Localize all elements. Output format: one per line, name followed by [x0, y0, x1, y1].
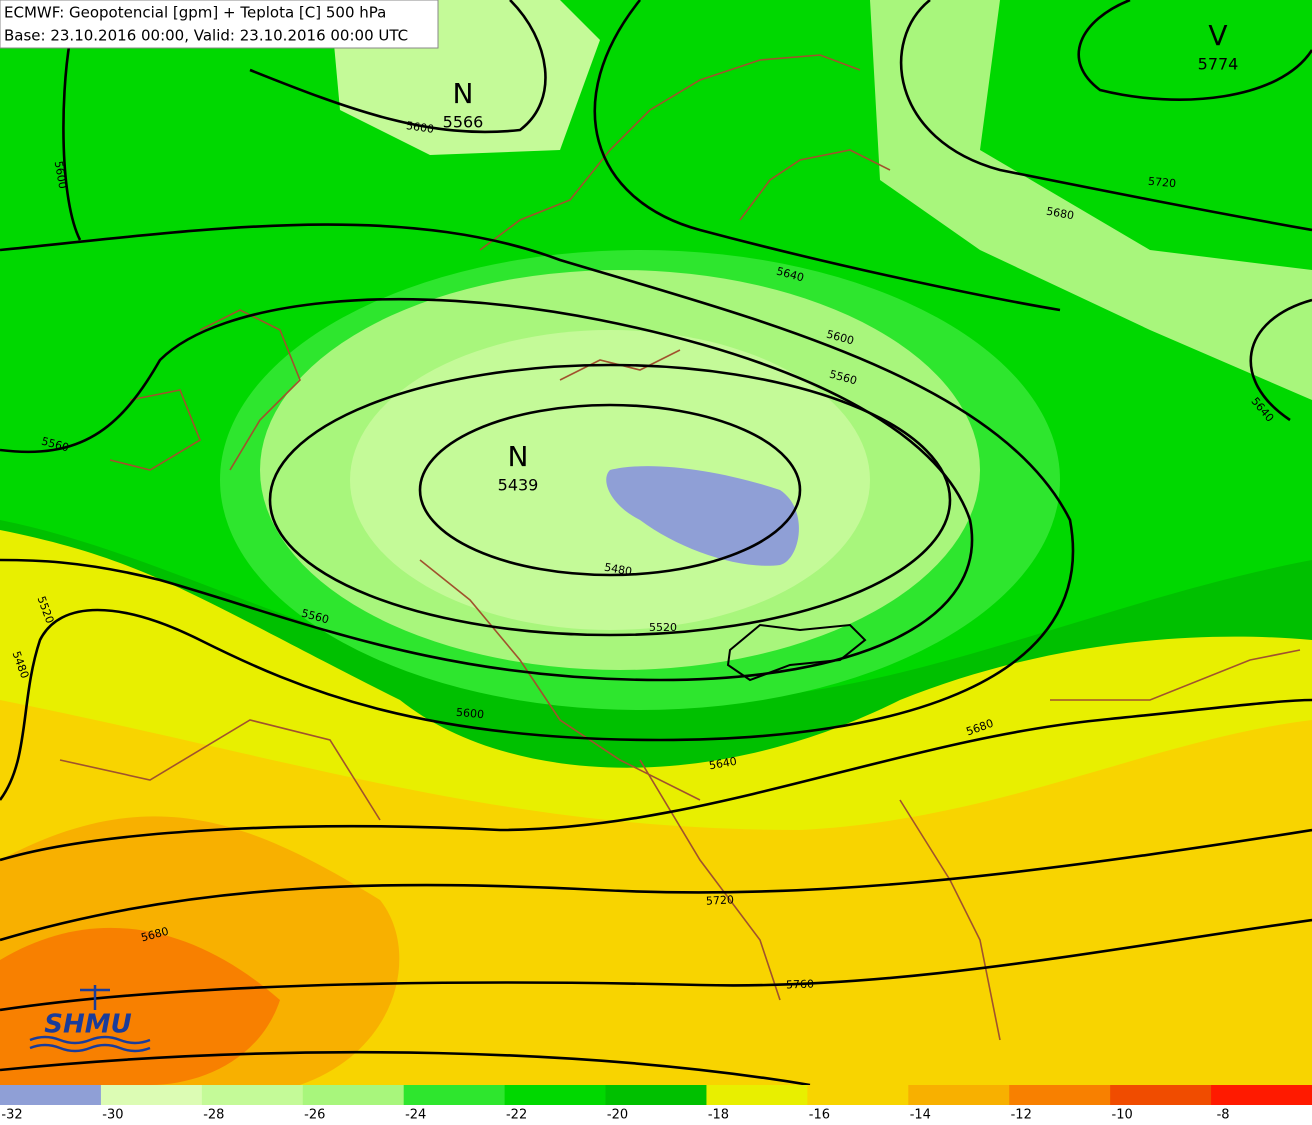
contours [0, 0, 1312, 1087]
field-cold [606, 466, 799, 566]
colorbar-label: -28 [203, 1108, 224, 1123]
contour [418, 403, 802, 577]
center-letter: N [508, 440, 529, 473]
colorbar-label: -16 [809, 1108, 830, 1123]
contour-label: 5520 [649, 621, 677, 634]
contour [0, 918, 1312, 1012]
colorbar-swatch [302, 1085, 405, 1105]
center-value: 5439 [498, 476, 539, 495]
contour [0, 223, 1075, 801]
colorbar: -32 -30 -28 -26 -24 -22 -20 -18 -16 -14 -12 -10 -8 [0, 1085, 1312, 1123]
contour [268, 363, 952, 637]
colorbar-label: -14 [910, 1108, 931, 1123]
colorbar-swatch [504, 1085, 607, 1105]
colorbar-swatch [1211, 1085, 1312, 1105]
contour-label: 5640 [708, 755, 738, 773]
colorbar-swatch [100, 1085, 203, 1105]
center-value: 5566 [443, 113, 484, 132]
colorbar-label: -20 [607, 1108, 628, 1123]
header-subtitle: Base: 23.10.2016 00:00, Valid: 23.10.201… [4, 27, 408, 45]
contour [0, 297, 974, 682]
contour-label: 5720 [1148, 175, 1177, 190]
contour-label: 5600 [405, 119, 435, 136]
colorbar-label: -22 [506, 1108, 527, 1123]
logo-text: SHMU [44, 1010, 131, 1040]
colorbar-swatch [807, 1085, 909, 1105]
border-highlight [726, 623, 867, 682]
contour [62, 0, 547, 241]
field-orange-dark [0, 927, 280, 1085]
colorbar-label: -30 [102, 1108, 123, 1123]
logo-graphic [29, 985, 151, 1053]
contour-label: 5600 [52, 160, 70, 190]
colorbar-label: -32 [1, 1108, 22, 1123]
colorbar-label: -10 [1112, 1108, 1133, 1123]
colorbar-label: -26 [304, 1108, 325, 1123]
colorbar-swatch [0, 1085, 102, 1105]
colorbar-swatch [908, 1085, 1010, 1105]
contour-label: 5480 [603, 561, 633, 579]
contour-label: 5720 [706, 893, 735, 907]
contour [0, 698, 1312, 862]
colorbar-label: -18 [708, 1108, 729, 1123]
labels: N5566N5439V57745600560055605520548056405… [10, 19, 1277, 991]
center-letter: N [453, 77, 474, 110]
contour [593, 0, 1061, 312]
header-box [0, 0, 439, 49]
colorbar-swatch [201, 1085, 304, 1105]
contour-label: 5760 [786, 978, 814, 992]
temperature-field [0, 0, 1312, 1085]
colorbar-swatch [403, 1085, 506, 1105]
colorbar-label: -24 [405, 1108, 426, 1123]
contour [0, 1050, 811, 1087]
center-letter: V [1208, 19, 1227, 52]
colorbar-label: -8 [1217, 1108, 1230, 1123]
contour [899, 0, 1312, 422]
field-light [870, 0, 1312, 400]
colorbar-swatch [1009, 1085, 1111, 1105]
center-value: 5774 [1198, 55, 1239, 74]
logo: SHMU [29, 985, 151, 1053]
header-title: ECMWF: Geopotencial [gpm] + Teplota [C] … [4, 4, 386, 22]
contour-label: 5680 [1045, 205, 1075, 223]
colorbar-swatch [706, 1085, 808, 1105]
colorbar-label: -12 [1011, 1108, 1032, 1123]
colorbar-swatch [605, 1085, 707, 1105]
contour-label: 5600 [456, 706, 485, 721]
contour [0, 828, 1312, 942]
colorbar-swatch [1110, 1085, 1212, 1105]
